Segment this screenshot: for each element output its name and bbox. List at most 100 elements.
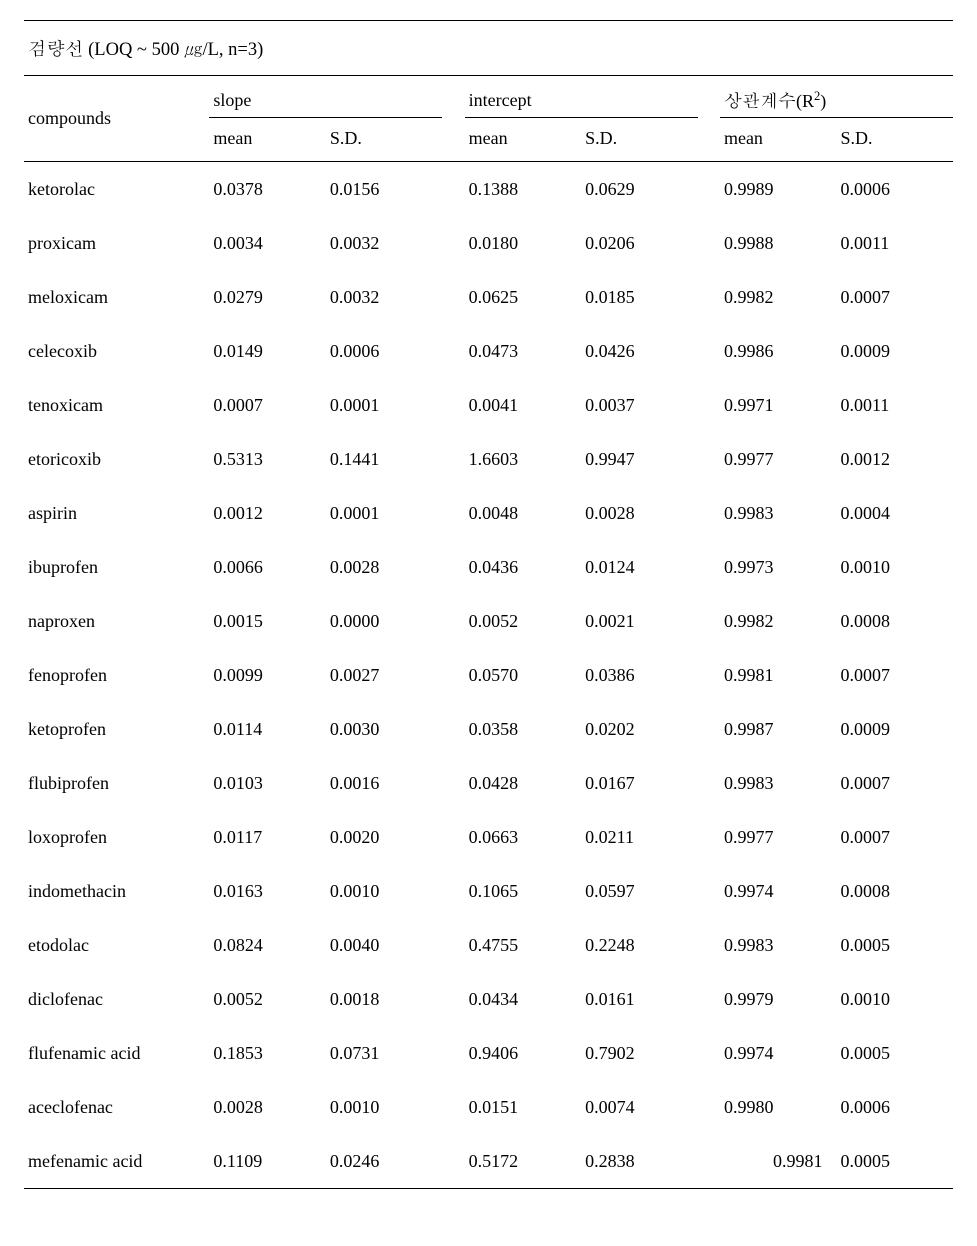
cell-intercept-sd: 0.0629 bbox=[581, 162, 698, 217]
cell-compound: ketorolac bbox=[24, 162, 209, 217]
cell-compound: aceclofenac bbox=[24, 1080, 209, 1134]
table-row: tenoxicam0.00070.00010.00410.00370.99710… bbox=[24, 378, 953, 432]
cell-slope-sd: 0.0020 bbox=[326, 810, 443, 864]
cell-r2-mean: 0.9974 bbox=[720, 864, 837, 918]
cell-intercept-mean: 1.6603 bbox=[465, 432, 582, 486]
cell-r2-mean: 0.9987 bbox=[720, 702, 837, 756]
cell-r2-sd: 0.0005 bbox=[836, 918, 953, 972]
cell-intercept-mean: 0.0048 bbox=[465, 486, 582, 540]
cell-slope-mean: 0.0149 bbox=[209, 324, 326, 378]
cell-r2-mean: 0.9982 bbox=[720, 270, 837, 324]
cell-r2-mean: 0.9981 bbox=[720, 648, 837, 702]
cell-r2-sd: 0.0006 bbox=[836, 1080, 953, 1134]
cell-intercept-sd: 0.0124 bbox=[581, 540, 698, 594]
table-row: indomethacin0.01630.00100.10650.05970.99… bbox=[24, 864, 953, 918]
table-row: mefenamic acid0.11090.02460.51720.28380.… bbox=[24, 1134, 953, 1189]
cell-slope-sd: 0.1441 bbox=[326, 432, 443, 486]
cell-r2-sd: 0.0007 bbox=[836, 810, 953, 864]
cell-r2-mean: 0.9983 bbox=[720, 918, 837, 972]
header-slope-mean: mean bbox=[209, 118, 326, 162]
cell-compound: celecoxib bbox=[24, 324, 209, 378]
cell-slope-mean: 0.0114 bbox=[209, 702, 326, 756]
header-intercept-mean: mean bbox=[465, 118, 582, 162]
cell-intercept-sd: 0.0161 bbox=[581, 972, 698, 1026]
cell-slope-sd: 0.0030 bbox=[326, 702, 443, 756]
calibration-table: 검량선 (LOQ ~ 500 ㎍/L, n=3) compounds slope… bbox=[24, 20, 953, 1189]
cell-intercept-sd: 0.7902 bbox=[581, 1026, 698, 1080]
cell-r2-mean: 0.9988 bbox=[720, 216, 837, 270]
cell-intercept-mean: 0.0434 bbox=[465, 972, 582, 1026]
cell-compound: proxicam bbox=[24, 216, 209, 270]
table-title: 검량선 (LOQ ~ 500 ㎍/L, n=3) bbox=[24, 21, 953, 76]
table-row: proxicam0.00340.00320.01800.02060.99880.… bbox=[24, 216, 953, 270]
cell-slope-sd: 0.0032 bbox=[326, 216, 443, 270]
cell-intercept-sd: 0.0202 bbox=[581, 702, 698, 756]
header-intercept-sd: S.D. bbox=[581, 118, 698, 162]
cell-compound: fenoprofen bbox=[24, 648, 209, 702]
cell-slope-sd: 0.0246 bbox=[326, 1134, 443, 1189]
table-row: flubiprofen0.01030.00160.04280.01670.998… bbox=[24, 756, 953, 810]
cell-intercept-mean: 0.0436 bbox=[465, 540, 582, 594]
table-row: ketorolac0.03780.01560.13880.06290.99890… bbox=[24, 162, 953, 217]
cell-compound: indomethacin bbox=[24, 864, 209, 918]
cell-intercept-sd: 0.0167 bbox=[581, 756, 698, 810]
cell-slope-sd: 0.0001 bbox=[326, 486, 443, 540]
cell-intercept-mean: 0.0041 bbox=[465, 378, 582, 432]
cell-intercept-sd: 0.0597 bbox=[581, 864, 698, 918]
cell-slope-sd: 0.0028 bbox=[326, 540, 443, 594]
cell-slope-sd: 0.0010 bbox=[326, 1080, 443, 1134]
cell-slope-mean: 0.0034 bbox=[209, 216, 326, 270]
header-intercept: intercept bbox=[465, 76, 698, 118]
cell-slope-mean: 0.0163 bbox=[209, 864, 326, 918]
table-row: ketoprofen0.01140.00300.03580.02020.9987… bbox=[24, 702, 953, 756]
cell-r2-sd: 0.0007 bbox=[836, 648, 953, 702]
cell-r2-sd: 0.0009 bbox=[836, 702, 953, 756]
cell-slope-mean: 0.0824 bbox=[209, 918, 326, 972]
cell-slope-mean: 0.1109 bbox=[209, 1134, 326, 1189]
header-r2: 상관계수(R2) bbox=[720, 76, 953, 118]
cell-intercept-sd: 0.0028 bbox=[581, 486, 698, 540]
cell-r2-sd: 0.0006 bbox=[836, 162, 953, 217]
table-row: etoricoxib0.53130.14411.66030.99470.9977… bbox=[24, 432, 953, 486]
cell-r2-mean: 0.9980 bbox=[720, 1080, 837, 1134]
cell-r2-sd: 0.0008 bbox=[836, 864, 953, 918]
header-compounds: compounds bbox=[24, 76, 209, 162]
cell-intercept-mean: 0.0358 bbox=[465, 702, 582, 756]
header-slope: slope bbox=[209, 76, 442, 118]
cell-slope-sd: 0.0006 bbox=[326, 324, 443, 378]
cell-compound: tenoxicam bbox=[24, 378, 209, 432]
cell-intercept-sd: 0.2248 bbox=[581, 918, 698, 972]
cell-r2-mean: 0.9982 bbox=[720, 594, 837, 648]
table-row: fenoprofen0.00990.00270.05700.03860.9981… bbox=[24, 648, 953, 702]
cell-slope-sd: 0.0010 bbox=[326, 864, 443, 918]
cell-r2-mean: 0.9973 bbox=[720, 540, 837, 594]
cell-r2-sd: 0.0005 bbox=[836, 1026, 953, 1080]
cell-intercept-mean: 0.0570 bbox=[465, 648, 582, 702]
cell-intercept-mean: 0.0151 bbox=[465, 1080, 582, 1134]
group-header-row: compounds slope intercept 상관계수(R2) bbox=[24, 76, 953, 118]
cell-intercept-mean: 0.0180 bbox=[465, 216, 582, 270]
cell-r2-mean: 0.9979 bbox=[720, 972, 837, 1026]
cell-compound: loxoprofen bbox=[24, 810, 209, 864]
cell-intercept-sd: 0.0426 bbox=[581, 324, 698, 378]
table-row: meloxicam0.02790.00320.06250.01850.99820… bbox=[24, 270, 953, 324]
cell-r2-mean: 0.9986 bbox=[720, 324, 837, 378]
cell-intercept-mean: 0.0663 bbox=[465, 810, 582, 864]
table-row: aspirin0.00120.00010.00480.00280.99830.0… bbox=[24, 486, 953, 540]
cell-intercept-sd: 0.0074 bbox=[581, 1080, 698, 1134]
cell-intercept-mean: 0.5172 bbox=[465, 1134, 582, 1189]
cell-slope-sd: 0.0001 bbox=[326, 378, 443, 432]
cell-slope-sd: 0.0000 bbox=[326, 594, 443, 648]
cell-slope-mean: 0.0012 bbox=[209, 486, 326, 540]
cell-slope-mean: 0.0007 bbox=[209, 378, 326, 432]
cell-compound: etoricoxib bbox=[24, 432, 209, 486]
cell-r2-sd: 0.0010 bbox=[836, 972, 953, 1026]
cell-slope-mean: 0.0028 bbox=[209, 1080, 326, 1134]
cell-intercept-mean: 0.9406 bbox=[465, 1026, 582, 1080]
cell-intercept-mean: 0.4755 bbox=[465, 918, 582, 972]
cell-r2-sd: 0.0007 bbox=[836, 756, 953, 810]
cell-intercept-sd: 0.9947 bbox=[581, 432, 698, 486]
cell-compound: mefenamic acid bbox=[24, 1134, 209, 1189]
cell-r2-sd: 0.0010 bbox=[836, 540, 953, 594]
cell-slope-mean: 0.0378 bbox=[209, 162, 326, 217]
